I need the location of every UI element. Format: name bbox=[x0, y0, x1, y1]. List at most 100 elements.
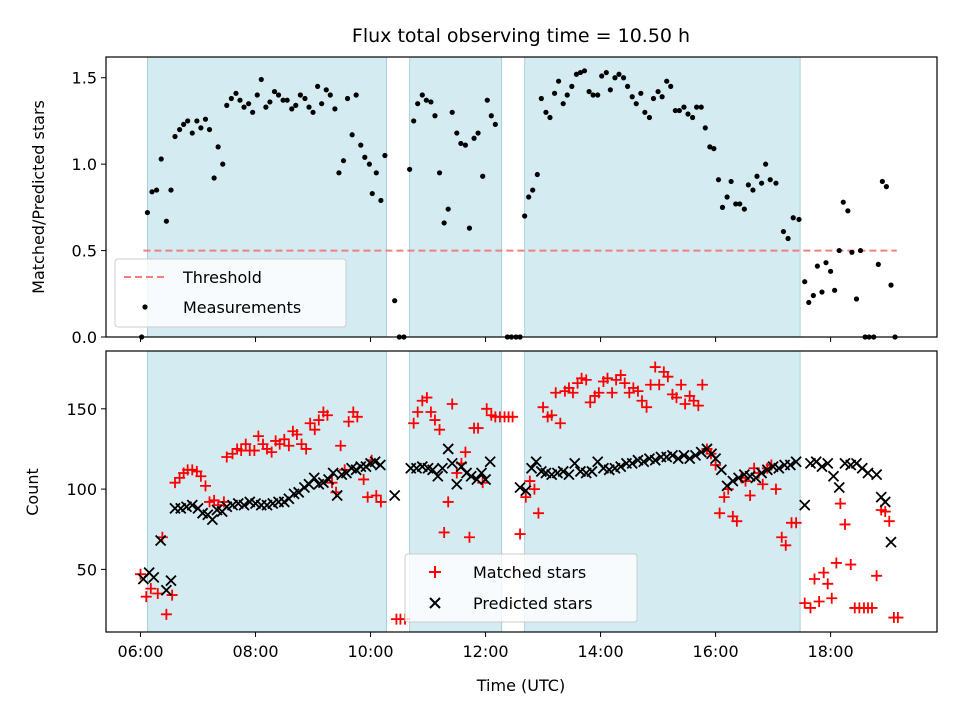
measurement-point bbox=[445, 206, 451, 212]
matched-star-point bbox=[744, 490, 756, 502]
measurement-point bbox=[790, 215, 796, 221]
measurement-point bbox=[224, 102, 230, 108]
matched-star-point bbox=[421, 392, 433, 404]
predicted-star-point bbox=[833, 481, 845, 494]
matched-star-point bbox=[309, 424, 321, 436]
measurement-point bbox=[237, 97, 243, 103]
measurement-point bbox=[267, 99, 273, 105]
measurement-point bbox=[189, 130, 195, 136]
matched-star-point bbox=[641, 401, 653, 413]
measurement-point bbox=[758, 180, 765, 186]
measurement-point bbox=[823, 260, 829, 266]
measurement-point bbox=[853, 296, 860, 302]
measurement-point bbox=[814, 263, 820, 269]
measurement-point bbox=[378, 197, 384, 204]
measurement-point bbox=[832, 287, 838, 293]
matched-star-point bbox=[524, 475, 536, 487]
predicted-star-point bbox=[442, 443, 454, 455]
predicted-star-point bbox=[525, 462, 538, 474]
measurement-point bbox=[436, 170, 443, 176]
measurement-point bbox=[258, 76, 264, 83]
measurement-point bbox=[154, 187, 160, 193]
measurement-point bbox=[275, 92, 282, 98]
matched-star-point bbox=[688, 395, 700, 407]
predicted-star-point bbox=[761, 464, 773, 476]
bottom-legend: Matched stars Predicted stars bbox=[404, 553, 638, 623]
matched-star-point bbox=[679, 398, 691, 410]
bottom-y-axis-label: Count bbox=[23, 468, 42, 516]
predicted-star-point bbox=[563, 469, 575, 481]
predicted-star-point bbox=[885, 536, 897, 548]
measurement-point bbox=[220, 161, 226, 167]
measurement-point bbox=[625, 83, 631, 89]
predicted-star-point bbox=[317, 477, 330, 489]
measurement-point bbox=[836, 247, 842, 254]
legend-measurements-label: Measurements bbox=[183, 298, 301, 317]
measurement-point bbox=[620, 75, 627, 81]
measurement-point bbox=[750, 187, 756, 193]
measurement-point bbox=[573, 71, 580, 77]
legend-predicted-label: Predicted stars bbox=[473, 594, 593, 613]
bottom-y-ticks: 50 100 150 bbox=[66, 400, 106, 579]
measurement-point bbox=[310, 109, 316, 115]
measurement-point bbox=[763, 161, 769, 167]
measurement-point bbox=[177, 126, 183, 133]
predicted-star-point bbox=[374, 459, 386, 471]
measurement-point bbox=[382, 152, 388, 159]
predicted-star-point bbox=[649, 454, 661, 466]
matched-star-point bbox=[532, 507, 544, 519]
bottom-plot-frame bbox=[105, 350, 938, 633]
measurement-point bbox=[163, 218, 169, 224]
measurement-point bbox=[492, 121, 498, 128]
measurement-point bbox=[857, 247, 864, 254]
predicted-star-point bbox=[879, 496, 891, 508]
measurement-point bbox=[681, 104, 687, 110]
predicted-star-point bbox=[308, 472, 320, 484]
measurement-point bbox=[733, 201, 739, 207]
matched-star-point bbox=[169, 477, 181, 489]
measurement-point bbox=[254, 92, 260, 98]
legend-matched-label: Matched stars bbox=[473, 563, 586, 582]
legend-measurements-swatch bbox=[142, 304, 148, 310]
matched-star-point bbox=[351, 411, 363, 423]
measurement-point bbox=[353, 92, 359, 98]
matched-star-point bbox=[662, 371, 674, 383]
predicted-star-point bbox=[822, 457, 834, 470]
matched-star-point bbox=[696, 379, 708, 391]
measurement-point bbox=[616, 71, 622, 77]
matched-stars-series bbox=[135, 361, 904, 625]
matched-star-point bbox=[429, 414, 441, 426]
measurement-point bbox=[607, 87, 613, 93]
matched-star-point bbox=[135, 568, 147, 580]
matched-star-point bbox=[296, 438, 308, 450]
matched-star-point bbox=[601, 372, 613, 384]
matched-star-point bbox=[408, 417, 420, 429]
matched-star-point bbox=[554, 417, 566, 429]
top-legend-box bbox=[114, 258, 347, 328]
predicted-star-point bbox=[327, 467, 339, 479]
measurement-point bbox=[428, 99, 434, 105]
measurement-point bbox=[289, 106, 295, 112]
matched-star-point bbox=[199, 480, 211, 492]
measurement-point bbox=[484, 97, 490, 103]
measurement-point bbox=[423, 97, 429, 103]
measurement-point bbox=[646, 114, 653, 121]
predicted-star-point bbox=[557, 465, 569, 478]
matched-star-point bbox=[718, 491, 730, 503]
matched-star-point bbox=[446, 398, 458, 410]
measurement-point bbox=[564, 92, 570, 98]
predicted-star-point bbox=[475, 467, 488, 479]
measurement-point bbox=[471, 135, 477, 141]
measurement-point bbox=[466, 225, 473, 231]
matched-star-point bbox=[871, 570, 883, 582]
matched-star-point bbox=[826, 592, 838, 604]
measurement-point bbox=[315, 83, 321, 89]
matched-star-point bbox=[160, 608, 172, 620]
measurement-point bbox=[633, 101, 639, 107]
matched-star-point bbox=[507, 411, 519, 423]
top-y-axis-label: Matched/Predicted stars bbox=[29, 100, 48, 294]
measurement-point bbox=[228, 95, 234, 102]
predicted-star-point bbox=[672, 452, 684, 465]
matched-star-point bbox=[710, 459, 722, 471]
matched-star-point bbox=[610, 374, 622, 386]
